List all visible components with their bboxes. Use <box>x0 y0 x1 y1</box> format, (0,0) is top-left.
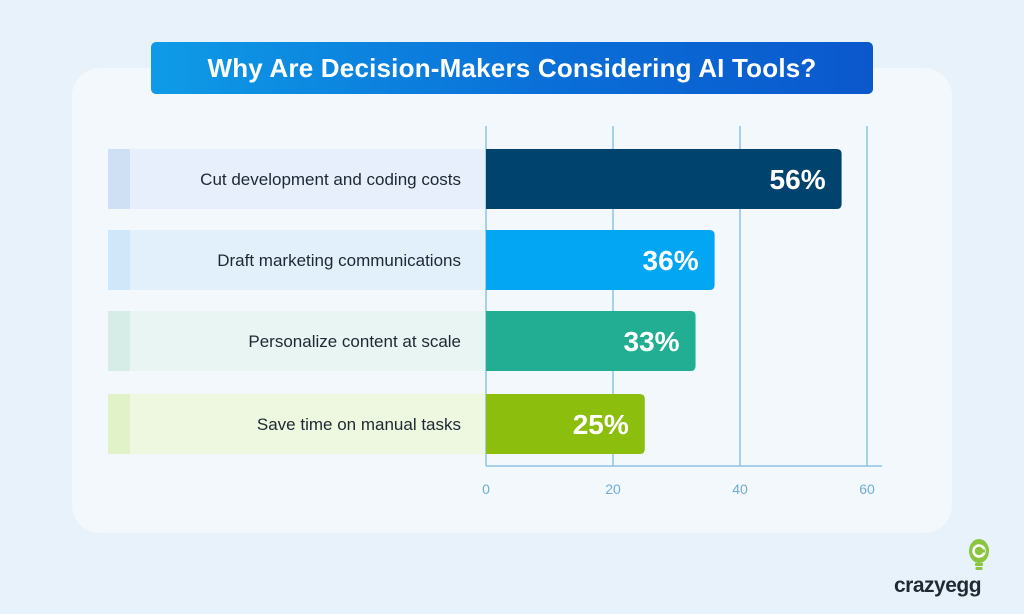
category-row-accent <box>108 230 130 290</box>
bar <box>486 149 842 209</box>
category-row-bg <box>108 230 486 290</box>
chart-card <box>72 68 952 533</box>
x-tick-label: 40 <box>732 481 748 497</box>
egg-lightbulb-icon <box>969 539 989 570</box>
chart-title: Why Are Decision-Makers Considering AI T… <box>207 52 817 83</box>
x-tick-label: 60 <box>859 481 875 497</box>
category-row-accent <box>108 149 130 209</box>
category-row-accent <box>108 311 130 371</box>
category-row-bg <box>108 149 486 209</box>
category-label: Save time on manual tasks <box>257 415 461 434</box>
value-label: 25% <box>573 409 629 440</box>
category-row-accent <box>108 394 130 454</box>
brand-logo: crazyegg <box>880 538 990 598</box>
value-label: 56% <box>770 164 826 195</box>
category-row-bg <box>108 394 486 454</box>
logo-text: crazyegg <box>894 574 982 597</box>
category-row-bg <box>108 311 486 371</box>
category-label: Cut development and coding costs <box>200 170 461 189</box>
category-label: Personalize content at scale <box>248 332 461 351</box>
bar <box>486 311 696 371</box>
title-banner: Why Are Decision-Makers Considering AI T… <box>151 42 873 94</box>
bar <box>486 394 645 454</box>
category-label: Draft marketing communications <box>217 251 461 270</box>
value-label: 36% <box>643 245 699 276</box>
bar <box>486 230 715 290</box>
value-label: 33% <box>624 326 680 357</box>
x-tick-label: 20 <box>605 481 621 497</box>
x-tick-label: 0 <box>482 481 490 497</box>
